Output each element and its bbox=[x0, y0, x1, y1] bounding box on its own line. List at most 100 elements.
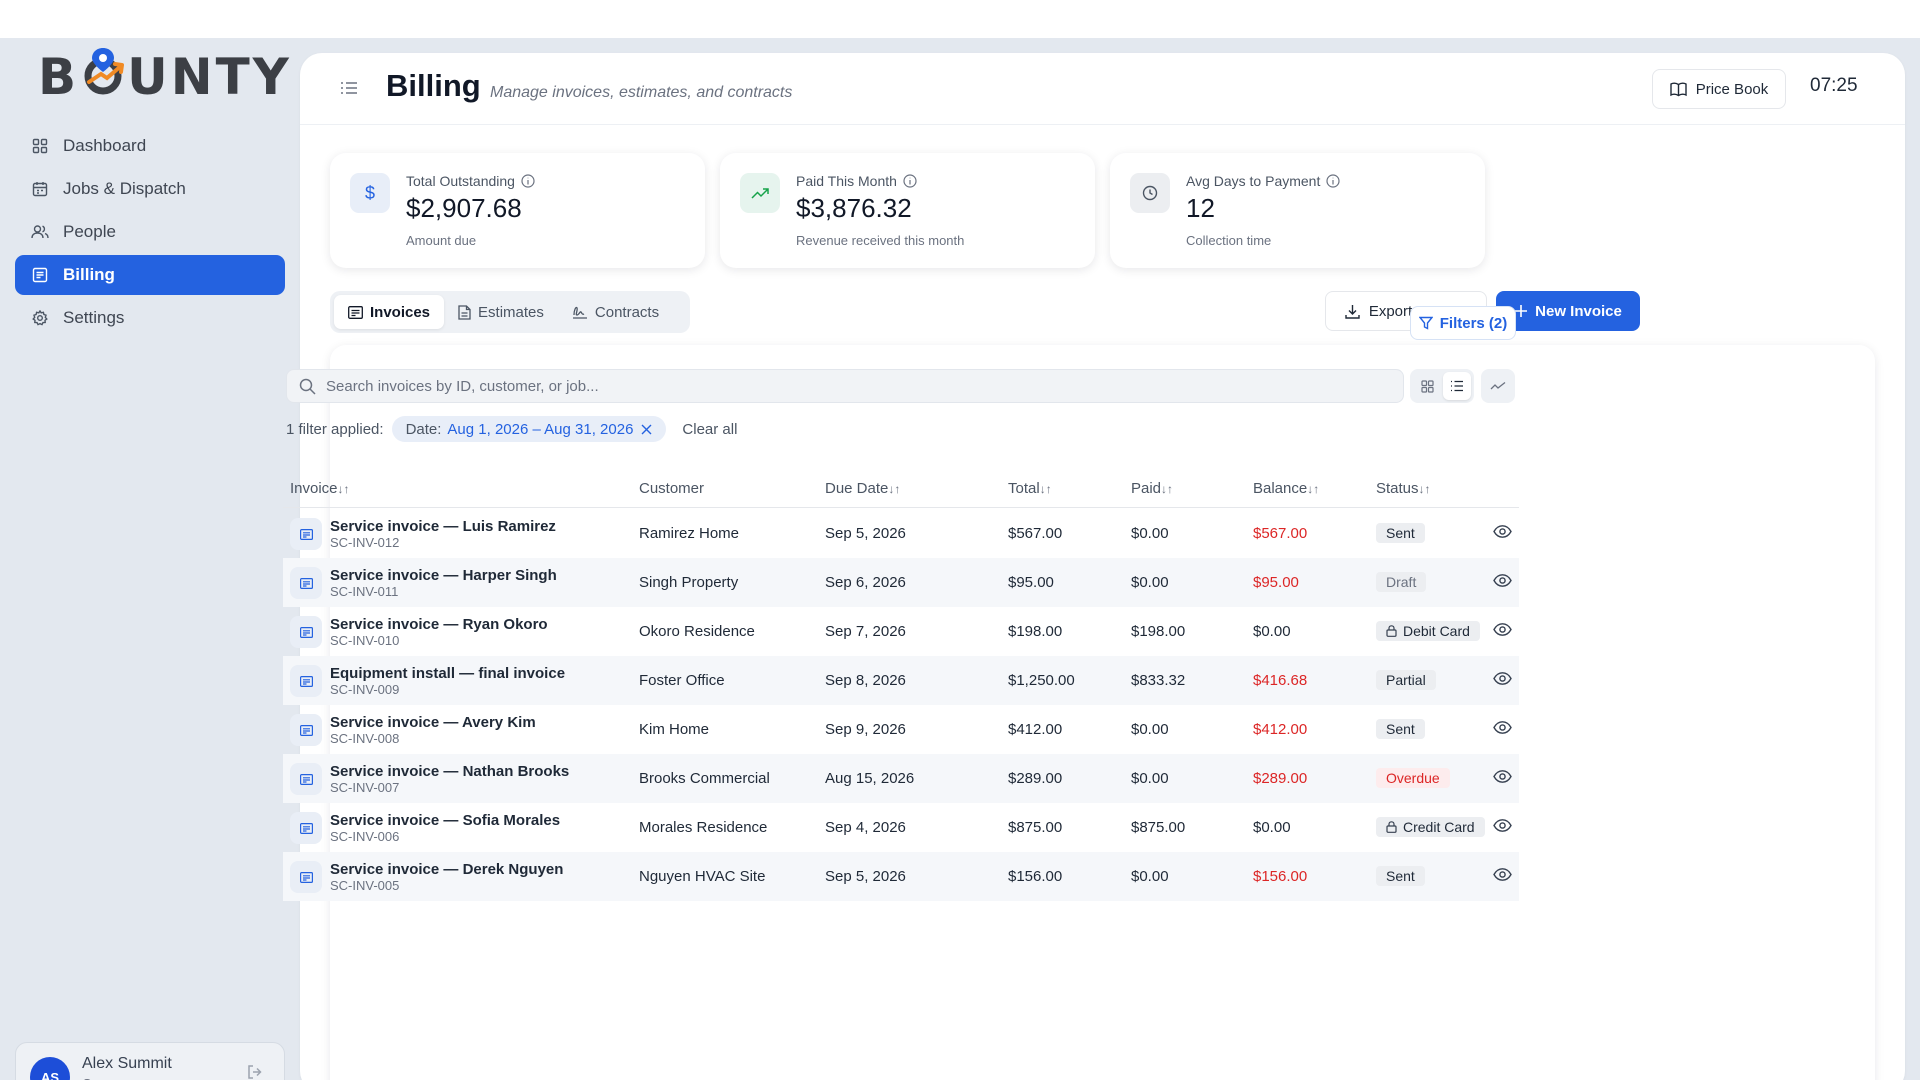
logo-wordmark: B UNTY bbox=[38, 48, 292, 106]
menu-toggle-icon[interactable] bbox=[340, 81, 358, 100]
tab-invoices[interactable]: Invoices bbox=[334, 295, 445, 329]
sort-icon: ↓↑ bbox=[1418, 482, 1431, 496]
clear-all-link[interactable]: Clear all bbox=[682, 420, 738, 438]
search-input[interactable] bbox=[326, 377, 1326, 395]
user-name: Alex Summit bbox=[82, 1055, 172, 1072]
page-subtitle: Manage invoices, estimates, and contract… bbox=[490, 84, 793, 101]
total-cell: $875.00 bbox=[1008, 819, 1063, 836]
chart-view-button[interactable] bbox=[1481, 369, 1515, 403]
sort-icon: ↓↑ bbox=[1039, 482, 1052, 496]
logout-icon[interactable] bbox=[246, 1063, 264, 1080]
invoice-title[interactable]: Service invoice — Nathan Brooks bbox=[330, 763, 570, 780]
tab-contracts[interactable]: Contracts bbox=[558, 295, 673, 329]
applied-filters: 1 filter applied: Date: Aug 1, 2026 – Au… bbox=[286, 416, 737, 442]
eye-icon[interactable] bbox=[1493, 574, 1512, 592]
status-label: Sent bbox=[1386, 868, 1415, 884]
price-book-label: Price Book bbox=[1695, 80, 1769, 98]
column-header-due-date[interactable]: Due Date↓↑ bbox=[825, 480, 900, 497]
eye-icon[interactable] bbox=[1493, 672, 1512, 690]
list-view-button[interactable] bbox=[1442, 372, 1471, 400]
table-row[interactable]: Service invoice — Derek Nguyen SC-INV-005… bbox=[283, 852, 1519, 901]
sidebar-item-billing[interactable]: Billing bbox=[15, 255, 285, 295]
invoice-title[interactable]: Service invoice — Ryan Okoro bbox=[330, 616, 548, 633]
info-icon[interactable] bbox=[903, 174, 917, 188]
tab-label: Invoices bbox=[370, 303, 431, 321]
grid-icon bbox=[1421, 379, 1434, 393]
kpi-value: $2,907.68 bbox=[406, 193, 522, 223]
balance-cell: $95.00 bbox=[1253, 574, 1299, 591]
due-date-cell: Aug 15, 2026 bbox=[825, 770, 915, 787]
sidebar-item-settings[interactable]: Settings bbox=[15, 298, 285, 338]
app-shell: B UNTY Dashboard Jobs & Dispatch People B… bbox=[0, 38, 1920, 1080]
sidebar-item-label: People bbox=[63, 222, 116, 241]
filters-label: Filters (2) bbox=[1439, 314, 1508, 332]
avatar: AS bbox=[30, 1057, 70, 1080]
info-icon[interactable] bbox=[1326, 174, 1340, 188]
invoice-id: SC-INV-007 bbox=[330, 780, 400, 795]
column-header-balance[interactable]: Balance↓↑ bbox=[1253, 480, 1319, 497]
kpi-label: Total Outstanding bbox=[406, 173, 515, 189]
grid-view-button[interactable] bbox=[1414, 372, 1442, 400]
eye-icon[interactable] bbox=[1493, 819, 1512, 837]
status-label: Sent bbox=[1386, 721, 1415, 737]
invoice-title[interactable]: Service invoice — Derek Nguyen bbox=[330, 861, 564, 878]
bounty-logo[interactable]: B UNTY bbox=[38, 42, 292, 112]
tab-estimates[interactable]: Estimates bbox=[444, 295, 558, 329]
invoice-title[interactable]: Service invoice — Luis Ramirez bbox=[330, 518, 556, 535]
due-date-cell: Sep 9, 2026 bbox=[825, 721, 906, 738]
eye-icon[interactable] bbox=[1493, 868, 1512, 886]
eye-icon[interactable] bbox=[1493, 525, 1512, 543]
table-row[interactable]: Service invoice — Harper Singh SC-INV-011… bbox=[283, 558, 1519, 607]
new-invoice-button[interactable]: New Invoice bbox=[1496, 291, 1640, 331]
invoice-title[interactable]: Service invoice — Avery Kim bbox=[330, 714, 536, 731]
sidebar-item-label: Settings bbox=[63, 308, 125, 327]
sidebar-item-jobs-dispatch[interactable]: Jobs & Dispatch bbox=[15, 169, 285, 209]
table-row[interactable]: Equipment install — final invoice SC-INV-… bbox=[283, 656, 1519, 705]
price-book-button[interactable]: Price Book bbox=[1652, 69, 1786, 109]
logo-pin-icon bbox=[81, 48, 125, 98]
gear-icon bbox=[31, 309, 49, 327]
invoice-title[interactable]: Service invoice — Sofia Morales bbox=[330, 812, 561, 829]
table-row[interactable]: Service invoice — Nathan Brooks SC-INV-00… bbox=[283, 754, 1519, 803]
table-row[interactable]: Service invoice — Ryan Okoro SC-INV-010 Ok… bbox=[283, 607, 1519, 656]
column-header-status[interactable]: Status↓↑ bbox=[1376, 480, 1431, 497]
column-label: Customer bbox=[639, 480, 705, 497]
user-profile-card[interactable]: AS Alex Summit Owner bbox=[15, 1042, 285, 1080]
customer-cell: Nguyen HVAC Site bbox=[639, 868, 766, 885]
search-bar[interactable] bbox=[286, 369, 1404, 403]
column-header-paid[interactable]: Paid↓↑ bbox=[1131, 480, 1173, 497]
sidebar-item-dashboard[interactable]: Dashboard bbox=[15, 126, 285, 166]
close-icon[interactable] bbox=[641, 424, 652, 435]
trending-up-icon bbox=[740, 173, 780, 213]
view-toggle bbox=[1410, 369, 1474, 403]
sidebar-nav: Dashboard Jobs & Dispatch People Billing… bbox=[15, 126, 285, 341]
document-icon bbox=[458, 304, 471, 320]
column-header-total[interactable]: Total↓↑ bbox=[1008, 480, 1052, 497]
sidebar-item-people[interactable]: People bbox=[15, 212, 285, 252]
column-header-invoice[interactable]: Invoice↓↑ bbox=[290, 480, 350, 497]
due-date-cell: Sep 5, 2026 bbox=[825, 868, 906, 885]
column-label: Paid bbox=[1131, 480, 1162, 497]
sidebar-item-label: Jobs & Dispatch bbox=[63, 179, 186, 198]
user-role: Owner bbox=[82, 1076, 120, 1080]
table-row[interactable]: Service invoice — Luis Ramirez SC-INV-012… bbox=[283, 509, 1519, 558]
eye-icon[interactable] bbox=[1493, 721, 1512, 739]
table-row[interactable]: Service invoice — Sofia Morales SC-INV-00… bbox=[283, 803, 1519, 852]
paid-cell: $198.00 bbox=[1131, 623, 1186, 640]
filter-count-label: 1 filter applied: bbox=[286, 420, 384, 438]
status-badge: Sent bbox=[1376, 719, 1425, 739]
table-row[interactable]: Service invoice — Avery Kim SC-INV-008 Kim… bbox=[283, 705, 1519, 754]
eye-icon[interactable] bbox=[1493, 623, 1512, 641]
invoice-title[interactable]: Service invoice — Harper Singh bbox=[330, 567, 557, 584]
invoice-title[interactable]: Equipment install — final invoice bbox=[330, 665, 566, 682]
due-date-cell: Sep 5, 2026 bbox=[825, 525, 906, 542]
filter-chip-date[interactable]: Date: Aug 1, 2026 – Aug 31, 2026 bbox=[391, 416, 667, 442]
eye-icon[interactable] bbox=[1493, 770, 1512, 788]
info-icon[interactable] bbox=[521, 174, 535, 188]
dollar-icon: $ bbox=[350, 173, 390, 213]
filters-button[interactable]: Filters (2) bbox=[1410, 306, 1516, 340]
invoice-id: SC-INV-005 bbox=[330, 878, 400, 893]
status-badge: Overdue bbox=[1376, 768, 1450, 788]
sidebar-item-label: Billing bbox=[63, 265, 115, 284]
invoice-icon bbox=[290, 812, 322, 844]
